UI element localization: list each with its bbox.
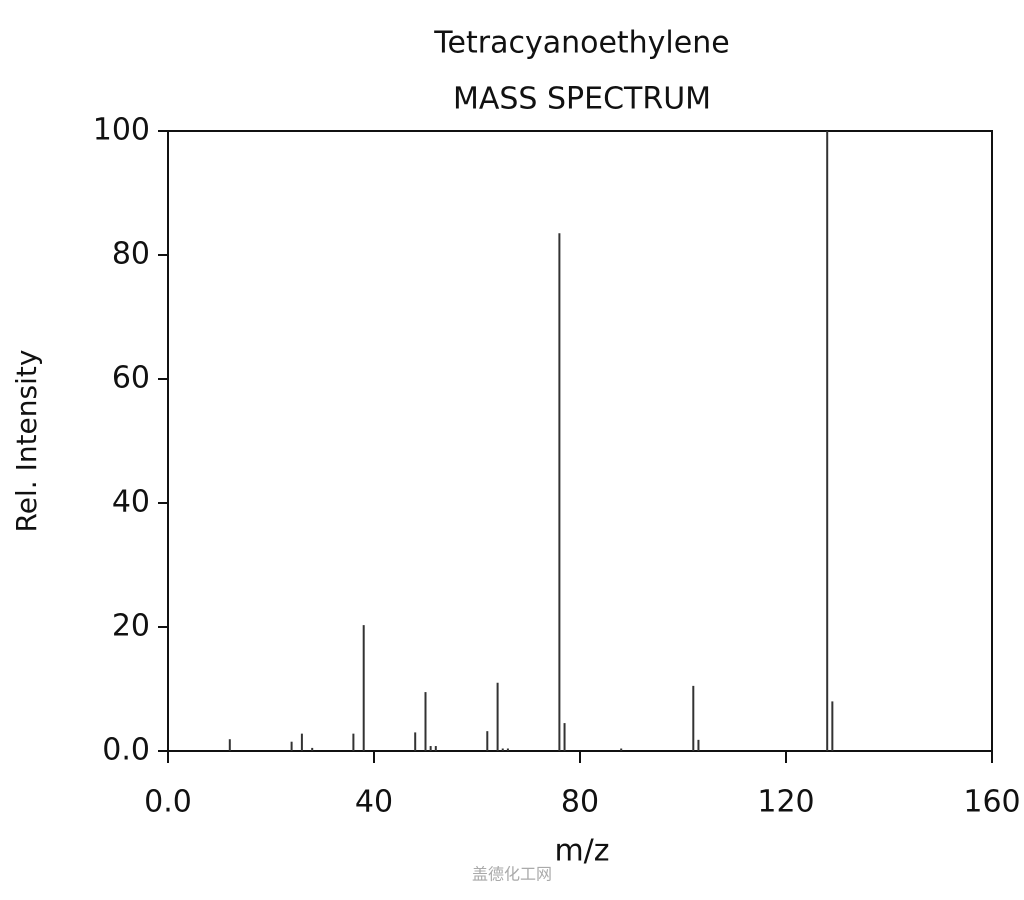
x-axis-label: m/z — [554, 834, 609, 869]
y-tick-label: 80 — [112, 237, 150, 272]
watermark: 盖德化工网 — [472, 865, 552, 884]
x-tick-label: 40 — [355, 785, 393, 820]
x-tick-label: 120 — [757, 785, 814, 820]
x-tick-label: 0.0 — [144, 785, 192, 820]
y-tick-label: 40 — [112, 485, 150, 520]
y-tick-label: 60 — [112, 361, 150, 396]
x-tick-label: 80 — [561, 785, 599, 820]
chart-title: Tetracyanoethylene — [433, 26, 729, 61]
y-tick-label: 20 — [112, 609, 150, 644]
chart-subtitle: MASS SPECTRUM — [453, 82, 711, 117]
x-tick-label: 160 — [963, 785, 1020, 820]
plot-frame — [167, 130, 993, 752]
y-tick-label: 100 — [93, 113, 150, 148]
y-axis-label: Rel. Intensity — [10, 350, 43, 533]
y-tick-label: 0.0 — [102, 733, 150, 768]
